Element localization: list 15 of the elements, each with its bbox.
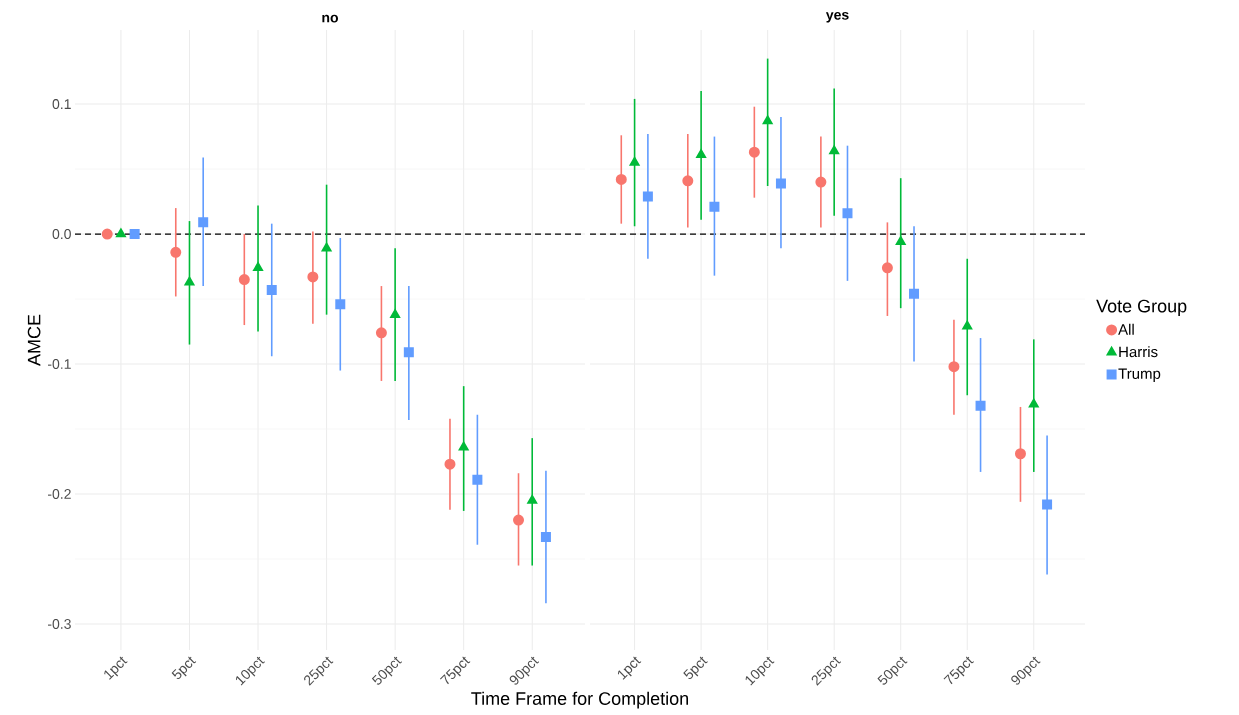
y-tick-label: -0.3 (47, 619, 71, 629)
y-tick-label: -0.2 (47, 489, 71, 499)
legend-label: All (1118, 323, 1134, 335)
chart-title: yes (825, 12, 849, 23)
x-axis-title: Time Frame for Completion (471, 691, 689, 709)
y-tick-label: -0.1 (47, 359, 71, 370)
chart-title: no (322, 14, 339, 23)
legend-label: Harris (1119, 346, 1158, 358)
legend-label: Trump (1118, 368, 1161, 382)
y-axis-title: AMCE (27, 314, 41, 366)
y-tick-label: 0.1 (52, 99, 71, 110)
legend-title: Vote Group (1096, 299, 1187, 316)
x-tick-label: 5pct (171, 656, 197, 680)
x-tick-label: 5pct (683, 656, 708, 680)
y-tick-label: 0.0 (52, 229, 71, 240)
